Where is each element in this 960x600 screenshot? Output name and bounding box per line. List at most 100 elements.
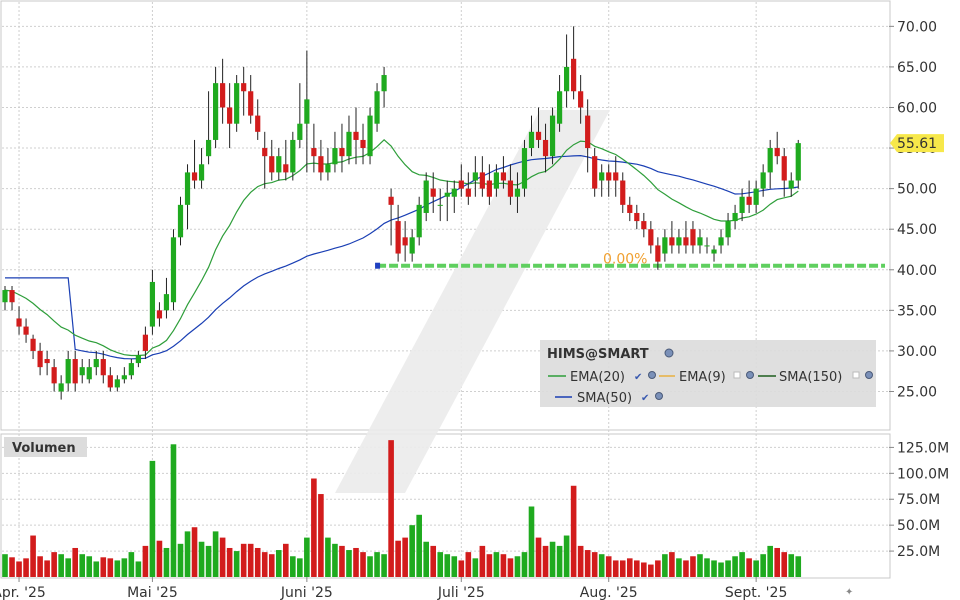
candle-body: [795, 143, 801, 181]
candle: [93, 350, 99, 376]
volume-bar: [563, 535, 570, 577]
fib-anchor-icon[interactable]: [375, 262, 381, 269]
volume-bar: [739, 552, 745, 577]
candle: [290, 131, 296, 181]
volume-bar: [437, 552, 444, 577]
candle: [599, 164, 605, 197]
candle-body: [255, 115, 261, 132]
candle-body: [86, 367, 92, 380]
volume-bar: [177, 543, 184, 577]
candle: [760, 164, 766, 197]
candle-body: [100, 359, 106, 376]
sma150-gear-icon[interactable]: [865, 371, 873, 379]
legend-item-ema9: EMA(9): [679, 370, 726, 385]
candle: [676, 229, 682, 254]
candle-body: [262, 148, 268, 157]
candle: [458, 164, 464, 197]
candle: [191, 139, 198, 189]
volume-bar: [732, 556, 738, 577]
ema20-gear-icon[interactable]: [648, 371, 656, 379]
volume-bar: [100, 557, 107, 577]
candle-body: [676, 237, 682, 246]
candle-body: [297, 123, 303, 140]
time-tick-label: Sept. '25: [725, 585, 787, 600]
legend-title: HIMS@SMART: [547, 347, 649, 362]
last-price-marker: 55.61: [890, 134, 944, 153]
candle-body: [648, 229, 654, 246]
volume-bar: [275, 550, 282, 577]
price-tick-label: 50.00: [897, 182, 937, 198]
candle-body: [437, 204, 443, 206]
candle: [9, 286, 15, 311]
candle: [37, 342, 43, 376]
sma50-check-icon[interactable]: ✔: [641, 393, 649, 404]
volume-bar: [388, 440, 394, 577]
candle: [177, 196, 184, 246]
ema20-check-icon[interactable]: ✔: [634, 372, 642, 383]
price-tick-label: 30.00: [897, 344, 937, 360]
candle-body: [500, 172, 507, 181]
volume-bar: [311, 478, 317, 577]
candle-body: [564, 66, 570, 92]
candle-body: [163, 294, 170, 311]
candle: [142, 326, 148, 360]
candle-body: [718, 237, 724, 246]
volume-bar: [486, 554, 493, 577]
volume-bar: [542, 545, 549, 577]
candle-body: [325, 164, 331, 173]
scroll-handle-icon[interactable]: ✦: [845, 587, 853, 598]
candle: [718, 229, 724, 254]
volume-bar: [514, 556, 521, 577]
volume-bar: [65, 558, 71, 577]
volume-bar: [142, 545, 149, 577]
candle: [571, 26, 577, 100]
candle: [318, 139, 324, 181]
legend-title-gear-icon[interactable]: [664, 348, 674, 358]
legend: HIMS@SMART EMA(20) ✔ EMA(9) SMA(150) SMA…: [540, 340, 876, 407]
candle-body: [606, 172, 612, 181]
candle: [100, 350, 106, 384]
ema9-checkbox[interactable]: [733, 371, 741, 379]
candle-body: [234, 83, 240, 124]
price-tick-label: 25.00: [897, 384, 937, 400]
volume-bar: [556, 545, 563, 577]
volume-bar: [128, 552, 135, 577]
candle-body: [760, 172, 766, 189]
candle-body: [269, 156, 275, 173]
candle-body: [177, 204, 184, 238]
volume-bar: [774, 547, 780, 577]
candle-body: [374, 91, 380, 124]
volume-bar: [535, 537, 542, 577]
time-tick-label: Aug. '25: [580, 585, 638, 600]
candle-body: [739, 196, 745, 213]
candle-body: [304, 99, 310, 124]
candle: [697, 229, 703, 254]
candle-body: [409, 237, 415, 254]
candle: [51, 359, 57, 392]
candle: [620, 172, 626, 213]
volume-bar: [795, 556, 802, 577]
candle: [107, 367, 113, 392]
candle: [346, 115, 352, 165]
candle-body: [430, 188, 436, 197]
volume-bar: [683, 560, 689, 577]
candle: [444, 180, 450, 222]
volume-bar: [86, 556, 93, 577]
candle: [248, 75, 254, 124]
candle-body: [571, 58, 577, 92]
volume-bar: [163, 547, 170, 577]
volume-bar: [30, 535, 36, 577]
sma50-gear-icon[interactable]: [655, 392, 663, 400]
price-tick-label: 65.00: [897, 60, 937, 76]
ema9-gear-icon[interactable]: [746, 371, 754, 379]
volume-bar: [648, 564, 654, 577]
candle: [128, 359, 134, 380]
sma150-checkbox[interactable]: [852, 371, 860, 379]
candle-body: [339, 148, 345, 157]
volume-bar: [16, 561, 22, 577]
volume-bar: [240, 543, 247, 577]
volume-bar: [51, 552, 57, 577]
candle-body: [388, 196, 394, 205]
candle: [542, 123, 549, 173]
